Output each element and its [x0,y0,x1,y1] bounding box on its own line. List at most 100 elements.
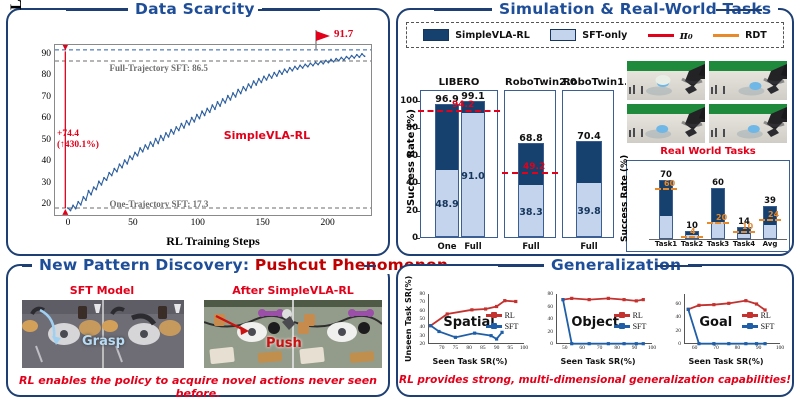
x-tick: 90 [493,345,500,351]
legend-simulation: SimpleVLA-RL SFT-only π₀ RDT [406,22,784,48]
bar-segment-sft [711,221,725,238]
x-tick: 100 [190,218,205,228]
reference-value-rdt: 60 [664,179,676,188]
note-one-trajectory-sft: One-Trajectory SFT: 17.3 [109,198,209,209]
mini-legend-line-rl [613,312,630,318]
stacked-bar[interactable] [435,104,459,237]
bar-group: RoboTwin1.0 70.4 39.8 Full [562,77,635,252]
legend-label-sft-only: SFT-only [582,29,628,41]
x-axis-line [649,239,787,240]
chart-generalization-spatial: 20 30 40 50 60 70 80 70 75 80 85 90 95 100 Spatial RL … [412,290,529,366]
mini-chart-title: Goal [699,315,733,330]
real-world-photo [626,103,706,144]
bar-sft-label: 48.9 [435,199,459,211]
title-rule-left [66,9,128,12]
legend-line-pi0 [647,33,674,37]
gain-percent: (↑430.1%) [57,139,99,150]
y-tick: 60 [41,113,52,124]
bar-group-title: RoboTwin1.0 [563,77,635,88]
panel-title-simulation: Simulation & Real-World Tasks [492,0,779,18]
panel-simulation-real-world: Simulation & Real-World Tasks SimpleVLA-… [396,0,794,256]
bar-segment-rl [577,141,601,183]
mini-legend-item-sft: SFT [613,322,646,331]
simulation-bars-area: 0 20 40 60 80 100 LIBERO 96.9 48.9 One 99.1 91.0 Ful… [400,72,635,252]
x-tick: 100 [519,345,529,351]
x-tick: 100 [775,345,785,351]
reference-value-pi0: 49.2 [523,161,546,172]
x-tick: 50 [128,218,138,228]
stacked-bar[interactable] [710,188,726,239]
mini-legend-line-rl [485,312,502,318]
y-tick: 70 [419,299,426,306]
stacked-bar[interactable] [518,142,544,237]
mini-legend-label-rl: RL [632,311,643,320]
chart-generalization-goal: 0 20 40 60 60 70 80 90 100 Goal RL SFT Seen Task S… [668,290,785,366]
mini-legend-item-rl: RL [613,311,647,320]
bar-total-label: 70 [660,169,672,180]
bar-total-label: 99.1 [461,91,485,103]
bar-segment-rl [763,206,777,226]
annotation-gain: +74.4 (↑430.1%) [57,129,99,151]
bar-total-label: 10 [686,220,698,231]
x-tick: 95 [507,345,514,351]
mini-legend: RL SFT [741,311,775,331]
bar-total-label: 39 [764,195,776,206]
bar-segment-rl [711,189,725,222]
bar-sft-label: 38.3 [519,206,543,218]
mini-axes [428,294,524,344]
heading-sft-model: SFT Model [69,284,135,297]
y-tick: 80 [419,291,426,297]
x-tick: 60 [579,345,585,351]
y-tick-mark [417,238,420,239]
reference-value-rdt: 10 [742,221,754,231]
photo-background-green [709,61,787,72]
x-tick: 60 [691,345,698,351]
stacked-bar[interactable] [762,205,778,239]
flag-icon [315,30,330,50]
bar-segment-sft [659,215,673,238]
bar-x-label: Avg [762,240,778,248]
x-tick: 50 [561,345,568,351]
y-tick-mark [417,210,420,212]
data-scarcity-plot-area: Full-Trajectory SFT: 86.5 One-Trajectory… [42,44,372,228]
series-label-simplevla-rl: SimpleVLA-RL [223,128,311,142]
mini-legend-line-sft [485,323,502,329]
legend-item-rdt: RDT [713,30,767,41]
bar-segment-sft [462,113,484,236]
y-axis-label-real-world: Success Rate (%) [620,154,630,242]
y-tick: 0 [550,341,553,347]
photo-robot-graphic [629,63,705,96]
y-tick: 40 [41,156,52,167]
reference-line-rdt [707,222,729,224]
x-tick: 0 [65,218,71,228]
y-tick: 90 [41,48,52,59]
bar-segment-sft [737,234,751,238]
bar-sft-label: 39.8 [577,205,601,217]
title-rule-left-3 [22,265,32,268]
title-rule-right-4 [656,265,702,268]
y-tick-mark [417,183,420,185]
heading-after-simplevla-rl: After SimpleVLA-RL [232,284,354,297]
legend-label-pi0: π₀ [679,28,693,42]
mini-x-axis-title: Seen Task SR(%) [560,357,636,366]
bar-x-label: Task2 [680,240,704,248]
bar-total-label: 68.8 [519,132,543,144]
x-tick: 75 [452,345,459,351]
bar-total-label: 70.4 [577,130,601,142]
y-tick: 40 [547,316,554,322]
reference-line-rdt [681,235,703,238]
y-tick: 100 [400,95,418,106]
bar-group-title: RoboTwin2.0 [505,77,577,88]
y-tick-mark [417,155,420,157]
stacked-bar[interactable] [576,140,602,237]
stacked-bar[interactable] [461,101,485,237]
mini-legend-item-rl: RL [741,311,775,320]
x-tick: 90 [631,345,638,351]
y-tick: 0 [412,233,418,243]
gain-value: +74.4 [57,128,80,139]
scene-sft-graphic [22,300,184,368]
y-tick: 20 [675,327,682,334]
legend-item-simplevla-rl: SimpleVLA-RL [423,29,530,41]
x-tick: 85 [480,345,486,351]
photo-robot-graphic [711,106,787,139]
